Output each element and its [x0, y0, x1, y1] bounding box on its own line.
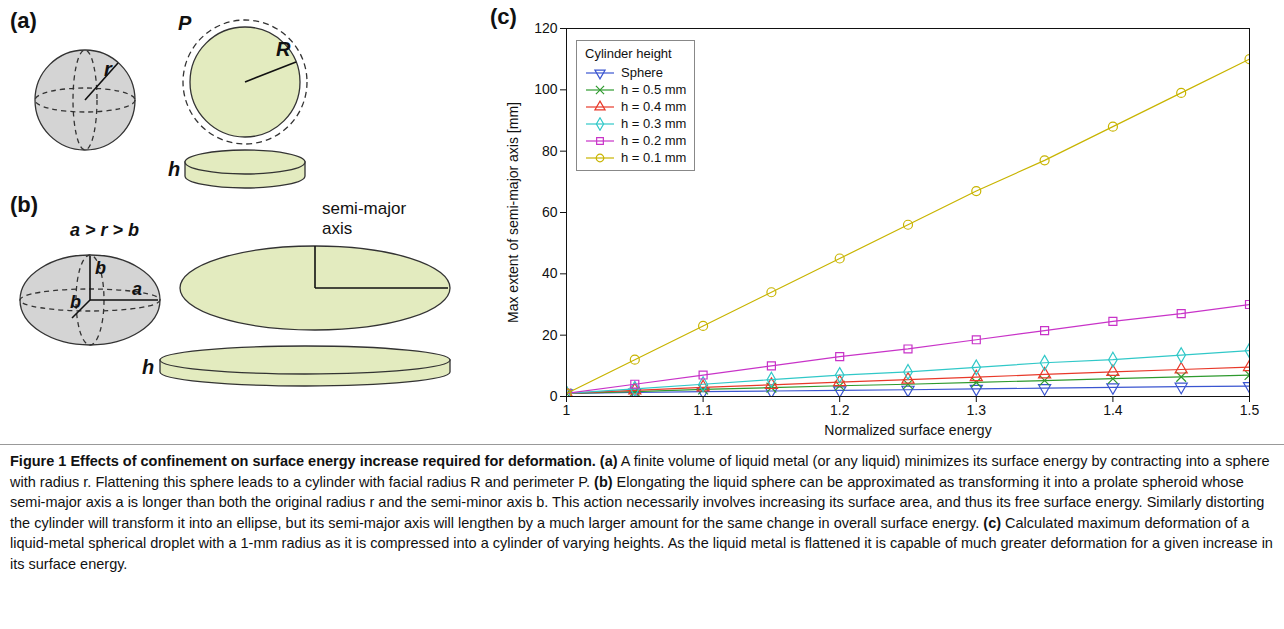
svg-text:a: a	[132, 279, 142, 299]
svg-text:R: R	[276, 38, 291, 60]
svg-text:1: 1	[563, 402, 571, 418]
svg-text:1.2: 1.2	[830, 402, 850, 418]
svg-text:60: 60	[542, 204, 558, 220]
svg-text:b: b	[95, 258, 106, 278]
html-text:Sphere: Sphere	[621, 65, 663, 80]
svg-text:20: 20	[542, 327, 558, 343]
html-text:(c): (c)	[490, 4, 517, 29]
svg-text:semi-major: semi-major	[322, 199, 406, 218]
svg-text:Normalized surface energy: Normalized surface energy	[824, 422, 991, 438]
svg-text:h: h	[142, 356, 154, 378]
html-text:h = 0.4 mm: h = 0.4 mm	[621, 99, 687, 114]
html-text:h = 0.3 mm: h = 0.3 mm	[621, 116, 687, 131]
svg-text:1.1: 1.1	[693, 402, 713, 418]
svg-text:100: 100	[534, 81, 558, 97]
svg-text:(b): (b)	[10, 192, 38, 217]
svg-text:1.5: 1.5	[1240, 402, 1260, 418]
svg-text:h: h	[168, 158, 180, 180]
svg-text:r: r	[104, 58, 113, 80]
html-text:h = 0.5 mm: h = 0.5 mm	[621, 82, 687, 97]
svg-text:(a): (a)	[10, 8, 37, 33]
html-text:h = 0.2 mm: h = 0.2 mm	[621, 133, 687, 148]
svg-text:P: P	[178, 12, 192, 34]
svg-text:b: b	[70, 292, 81, 312]
html-text:Cylinder height: Cylinder height	[585, 46, 672, 61]
svg-text:120: 120	[534, 20, 558, 36]
svg-text:0: 0	[550, 388, 558, 404]
svg-text:1.4: 1.4	[1103, 402, 1123, 418]
html-text:Figure 1 Effects of confinemen: Figure 1 Effects of confinement on surfa…	[10, 453, 1273, 572]
svg-text:axis: axis	[322, 219, 352, 238]
svg-text:1.3: 1.3	[967, 402, 987, 418]
html-text:h = 0.1 mm: h = 0.1 mm	[621, 150, 687, 165]
svg-text:40: 40	[542, 265, 558, 281]
svg-text:80: 80	[542, 143, 558, 159]
svg-text:a > r > b: a > r > b	[70, 220, 139, 240]
svg-text:Max extent of semi-major axis: Max extent of semi-major axis [mm]	[505, 102, 521, 323]
